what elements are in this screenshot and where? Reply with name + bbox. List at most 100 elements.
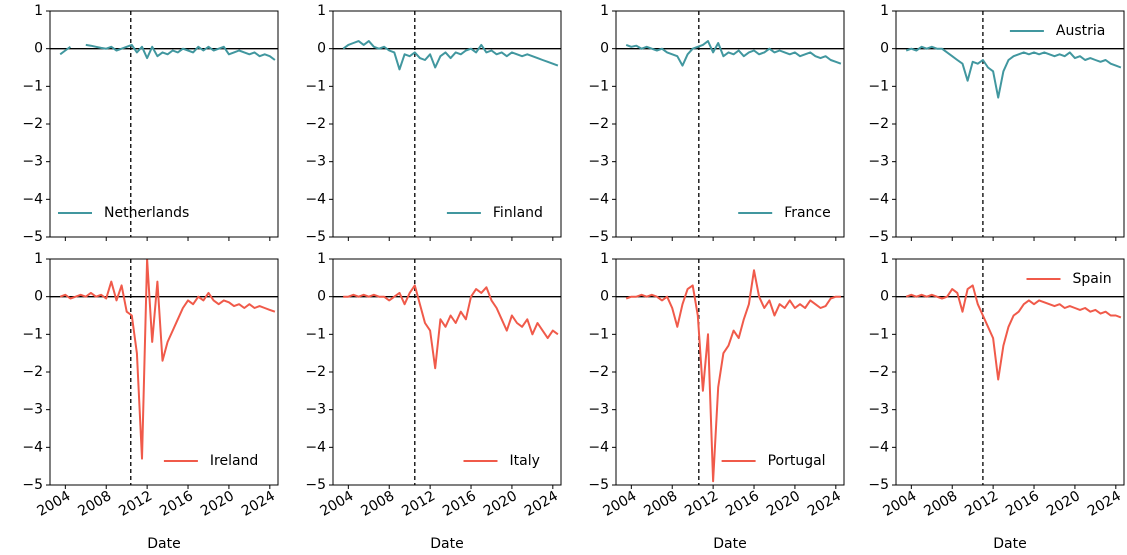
- subplot: 1 0 −1 −2 −3 −4 −5 Netherlands: [22, 3, 279, 245]
- x-tick-label: 2012: [399, 488, 438, 520]
- y-tick-label: −2: [868, 116, 889, 132]
- plot-area: [333, 11, 561, 237]
- x-tick-label: 2024: [805, 488, 844, 520]
- x-axis-label: Date: [430, 536, 463, 552]
- x-tick-label: 2008: [641, 488, 680, 520]
- x-tick-label: 2020: [764, 488, 803, 520]
- axes-frame: [615, 10, 845, 238]
- axes-frame: [895, 10, 1125, 238]
- y-tick-label: 1: [34, 251, 43, 267]
- y-tick-label: −1: [305, 78, 326, 94]
- plot-area: [616, 11, 844, 237]
- y-tick-label: 1: [317, 251, 326, 267]
- y-tick-label: −4: [588, 191, 609, 207]
- legend-label: Finland: [493, 205, 543, 221]
- legend-label: Austria: [1056, 23, 1105, 39]
- axes-frame: [332, 258, 562, 486]
- y-tick-label: −4: [22, 439, 43, 455]
- y-tick-label: −3: [305, 402, 326, 418]
- x-tick-label: 2024: [522, 488, 561, 520]
- y-tick-label: 0: [34, 289, 43, 305]
- y-tick-label: −5: [868, 477, 889, 493]
- y-tick-label: −5: [305, 477, 326, 493]
- series-line: [625, 40, 842, 67]
- legend-label: Spain: [1073, 271, 1112, 287]
- y-tick-label: −4: [305, 191, 326, 207]
- subplot: 1 0 −1 −2 −3 −4 −5 Austria: [868, 3, 1125, 245]
- y-tick-label: 0: [317, 289, 326, 305]
- y-tick-label: −2: [868, 364, 889, 380]
- plot-area: [333, 259, 561, 485]
- series-line: [905, 45, 1122, 99]
- plot-area: [896, 11, 1124, 237]
- y-tick-label: −3: [868, 154, 889, 170]
- x-tick-label: 2020: [198, 488, 237, 520]
- y-tick-label: 1: [600, 251, 609, 267]
- plot-area: [896, 259, 1124, 485]
- legend-label: France: [784, 205, 831, 221]
- y-tick-label: −3: [22, 154, 43, 170]
- y-tick-label: −5: [22, 229, 43, 245]
- legend-label: Italy: [510, 453, 540, 469]
- legend-label: Portugal: [768, 453, 826, 469]
- plot-area: [50, 259, 278, 485]
- x-axis-label: Date: [147, 536, 180, 552]
- y-tick-label: −3: [588, 402, 609, 418]
- y-tick-label: −3: [588, 154, 609, 170]
- series-line: [342, 40, 559, 71]
- series-line: [343, 284, 559, 370]
- y-tick-label: −1: [868, 78, 889, 94]
- plot-area: [50, 11, 278, 237]
- x-tick-label: 2024: [239, 488, 278, 520]
- y-tick-label: −4: [868, 439, 889, 455]
- y-tick-label: −2: [22, 116, 43, 132]
- axes-frame: [49, 10, 279, 238]
- y-tick-label: 0: [600, 41, 609, 57]
- x-tick-label: 2012: [682, 488, 721, 520]
- y-tick-label: −2: [305, 116, 326, 132]
- y-tick-label: −3: [22, 402, 43, 418]
- series-line: [59, 259, 276, 460]
- y-tick-label: 1: [880, 3, 889, 19]
- x-tick-label: 2020: [481, 488, 520, 520]
- series-line: [625, 269, 841, 483]
- axes-frame: [332, 10, 562, 238]
- y-tick-label: −2: [588, 364, 609, 380]
- y-tick-label: −2: [22, 364, 43, 380]
- y-tick-label: 0: [880, 41, 889, 57]
- y-tick-label: −4: [305, 439, 326, 455]
- y-tick-label: −3: [868, 402, 889, 418]
- x-tick-label: 2016: [440, 488, 479, 520]
- y-tick-label: −1: [22, 78, 43, 94]
- x-tick-label: 2012: [116, 488, 155, 520]
- y-tick-label: 0: [34, 41, 43, 57]
- y-tick-label: 1: [317, 3, 326, 19]
- axes-frame: [615, 258, 845, 486]
- y-tick-label: 1: [34, 3, 43, 19]
- y-tick-label: −5: [588, 477, 609, 493]
- y-tick-label: −1: [305, 326, 326, 342]
- y-tick-label: −4: [588, 439, 609, 455]
- y-tick-label: 0: [600, 289, 609, 305]
- y-tick-label: 0: [880, 289, 889, 305]
- subplot: 1 0 −1 −2 −3 −4 −5 Finland: [305, 3, 562, 245]
- legend-label: Netherlands: [104, 205, 189, 221]
- x-tick-label: 2024: [1085, 488, 1124, 520]
- series-line: [59, 43, 276, 61]
- x-tick-label: 2008: [75, 488, 114, 520]
- plot-area: [616, 259, 844, 485]
- x-tick-label: 2012: [962, 488, 1001, 520]
- y-tick-label: −1: [868, 326, 889, 342]
- y-tick-label: −5: [868, 229, 889, 245]
- x-tick-label: 2008: [358, 488, 397, 520]
- x-tick-label: 2016: [157, 488, 196, 520]
- y-tick-label: −1: [588, 78, 609, 94]
- axes-frame: [49, 258, 279, 486]
- y-tick-label: 1: [600, 3, 609, 19]
- y-tick-label: −5: [22, 477, 43, 493]
- x-axis-label: Date: [993, 536, 1026, 552]
